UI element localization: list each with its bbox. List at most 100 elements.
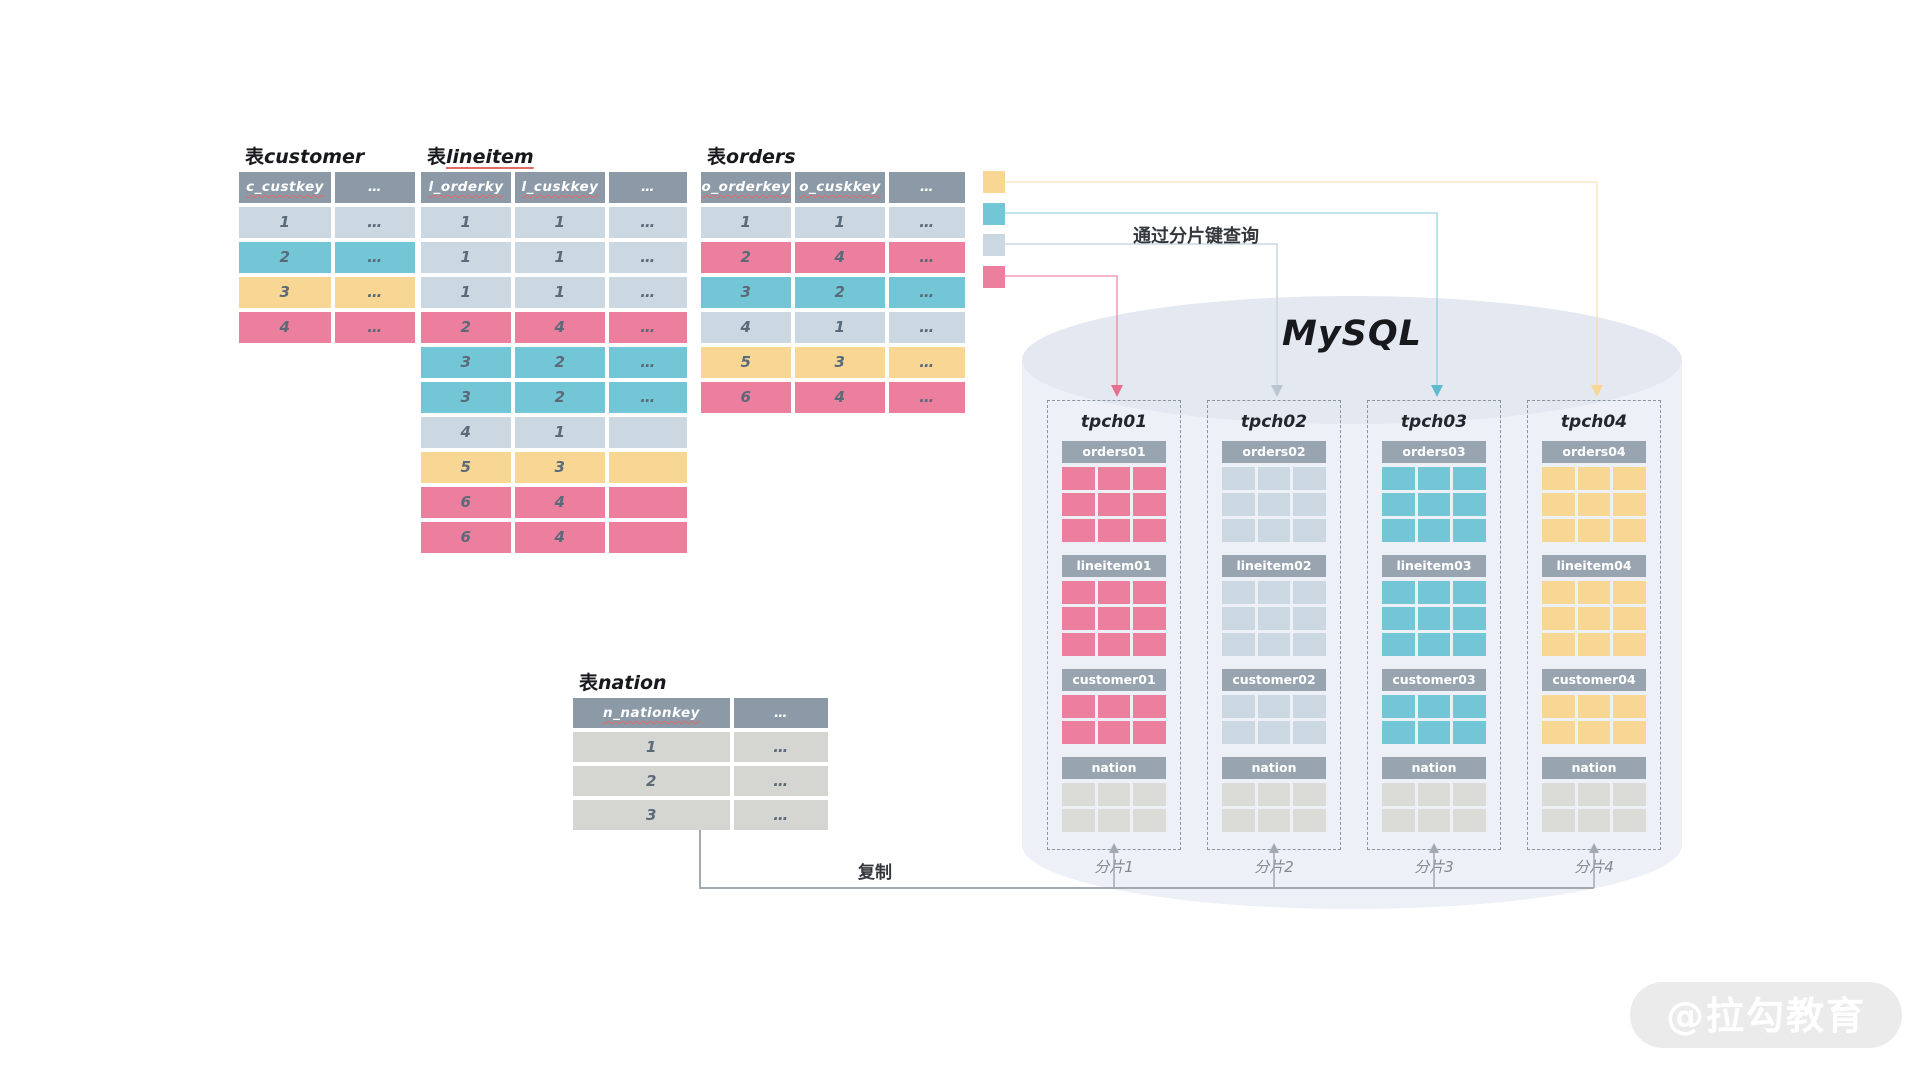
shard-table-label: nation [1222, 757, 1326, 779]
table-cell: 1 [795, 207, 885, 238]
table-orders: 表orders o_orderkey o_cuskkey… 1 1… 2 4… 3 2… 4 1… 5… [701, 146, 965, 417]
table-cell: 1 [239, 207, 331, 238]
grid-cell [1577, 809, 1611, 832]
grid-cell [1062, 607, 1095, 630]
grid-cell [1257, 607, 1291, 630]
table-cell: 2 [421, 312, 511, 343]
column-header-cell: l_orderky [421, 172, 511, 203]
table-cell: 2 [239, 242, 331, 273]
shard-table-label: customer04 [1542, 669, 1646, 691]
grid-cell [1062, 809, 1095, 832]
grid-cell [1293, 783, 1326, 806]
shard-table-grid [1062, 695, 1166, 744]
grid-cell [1062, 467, 1095, 490]
table-cell: … [335, 277, 415, 308]
table-cell: 2 [573, 766, 730, 796]
table-cell [609, 522, 687, 553]
table-cell: … [889, 347, 965, 378]
shard-table-label: orders03 [1382, 441, 1486, 463]
column-header-cell: o_cuskkey [795, 172, 885, 203]
grid-cell [1133, 695, 1166, 718]
table-row: 4 1… [701, 312, 965, 343]
table-cell: … [889, 242, 965, 273]
grid-cell [1293, 809, 1326, 832]
grid-cell [1613, 783, 1646, 806]
table-cell: … [335, 312, 415, 343]
table-cell: … [335, 242, 415, 273]
grid-cell [1542, 467, 1575, 490]
grid-cell [1257, 809, 1291, 832]
table-cell: … [889, 277, 965, 308]
shard-caption: 分片3 [1414, 858, 1454, 876]
grid-cell [1417, 721, 1451, 744]
table-cell: 1 [701, 207, 791, 238]
legend-swatch-teal [983, 203, 1005, 225]
table-row: 2… [239, 242, 415, 273]
table-title-name: customer [264, 146, 365, 168]
table-cell [609, 417, 687, 448]
table-title-name: nation [598, 672, 667, 694]
grid-cell [1257, 493, 1291, 516]
table-cell: 1 [515, 417, 605, 448]
grid-cell [1257, 467, 1291, 490]
table-row: 1 1… [421, 277, 687, 308]
legend-swatch-blue [983, 234, 1005, 256]
table-row: 4… [239, 312, 415, 343]
column-header-cell: o_orderkey [701, 172, 791, 203]
table-cell: … [609, 242, 687, 273]
table-title-name: lineitem [446, 146, 534, 168]
column-header-cell: … [889, 172, 965, 203]
shard-table-grid [1382, 695, 1486, 744]
mysql-title: MySQL [1282, 314, 1422, 354]
table-title-prefix: 表 [579, 672, 599, 694]
table-title: 表lineitem [427, 142, 534, 169]
grid-cell [1097, 467, 1131, 490]
grid-cell [1613, 581, 1646, 604]
table-cell: 1 [421, 207, 511, 238]
grid-cell [1577, 721, 1611, 744]
column-header-cell: … [335, 172, 415, 203]
grid-cell [1097, 783, 1131, 806]
grid-cell [1257, 633, 1291, 656]
table-row: 2 4… [701, 242, 965, 273]
shard-table-label: nation [1062, 757, 1166, 779]
shard-tpch01: tpch01 orders01 lineitem01 customer01 nation [1047, 400, 1181, 850]
table-title-name: orders [726, 146, 796, 168]
grid-cell [1062, 493, 1095, 516]
grid-cell [1382, 607, 1415, 630]
grid-cell [1542, 783, 1575, 806]
grid-cell [1613, 519, 1646, 542]
grid-cell [1257, 519, 1291, 542]
shard-table-grid [1542, 467, 1646, 542]
grid-cell [1542, 519, 1575, 542]
table-title: 表nation [579, 668, 667, 695]
table-cell: 2 [515, 382, 605, 413]
grid-cell [1417, 519, 1451, 542]
grid-cell [1293, 519, 1326, 542]
shard-table-label: lineitem01 [1062, 555, 1166, 577]
grid-cell [1062, 633, 1095, 656]
grid-cell [1062, 695, 1095, 718]
grid-cell [1062, 783, 1095, 806]
grid-cell [1453, 783, 1486, 806]
table-title: 表customer [245, 142, 364, 169]
table-cell: 4 [515, 522, 605, 553]
grid-cell [1097, 721, 1131, 744]
grid-cell [1453, 493, 1486, 516]
table-customer: 表customer c_custkey… 1… 2… 3… 4… [239, 146, 415, 347]
table-lineitem: 表lineitem l_orderky l_cuskkey… 1 1… 1 1… 1 1… 2 4…… [421, 146, 687, 557]
watermark-badge: @拉勾教育 [1630, 982, 1902, 1048]
grid-cell [1417, 695, 1451, 718]
grid-cell [1133, 493, 1166, 516]
grid-cell [1222, 581, 1255, 604]
grid-cell [1133, 581, 1166, 604]
shard-name: tpch01 [1080, 412, 1148, 432]
table-cell: 6 [421, 487, 511, 518]
table-title-prefix: 表 [707, 146, 727, 168]
grid-cell [1417, 783, 1451, 806]
grid-cell [1222, 695, 1255, 718]
column-header-cell: … [609, 172, 687, 203]
shard-table-grid [1062, 783, 1166, 832]
